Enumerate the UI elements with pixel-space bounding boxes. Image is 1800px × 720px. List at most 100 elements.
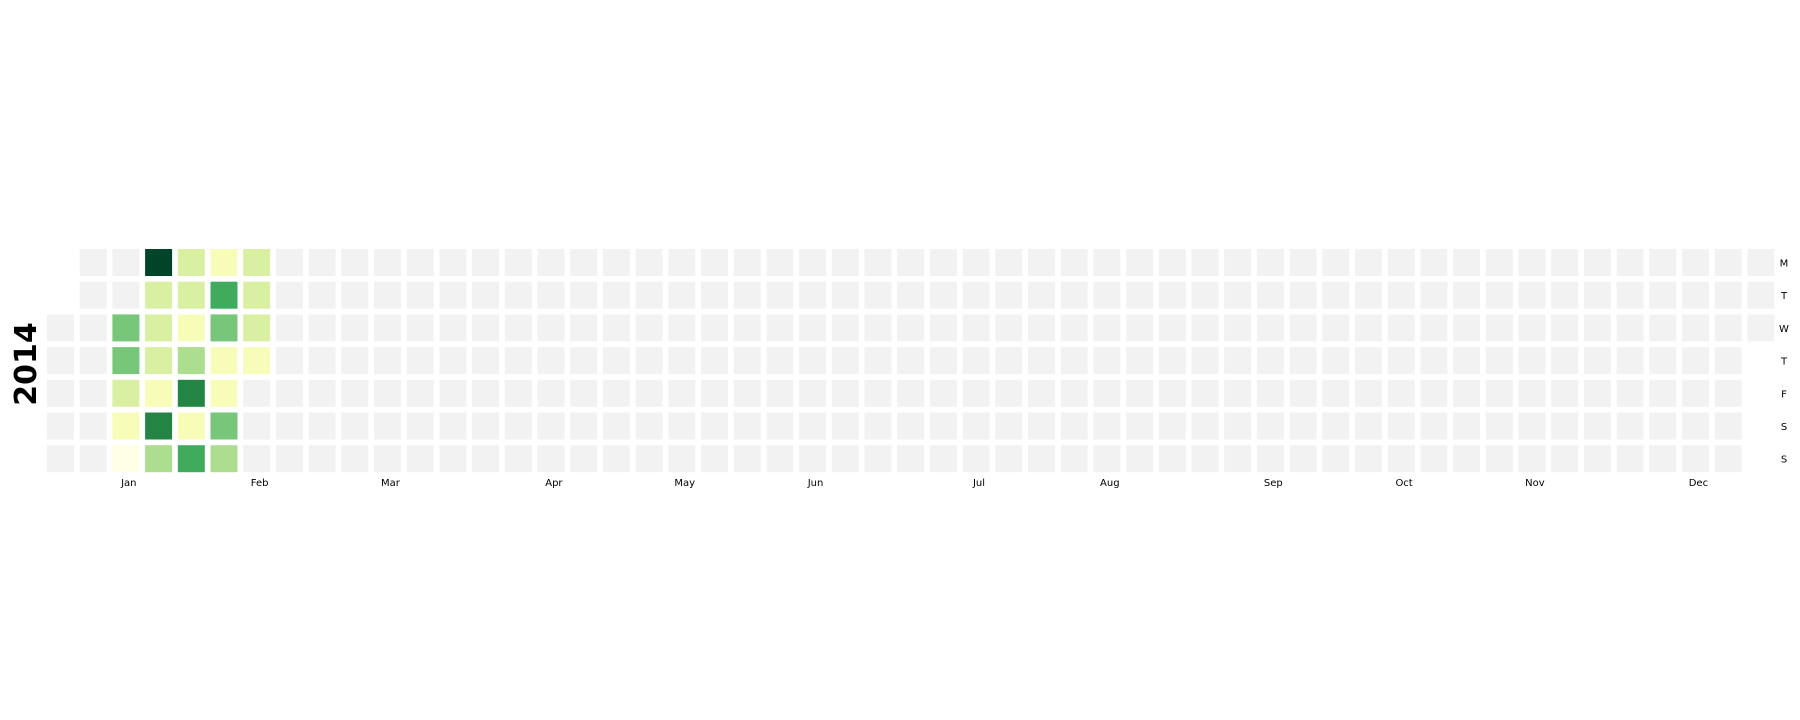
- heatmap-cell: [210, 412, 238, 440]
- heatmap-cell: [929, 314, 957, 342]
- heatmap-cell: [1158, 314, 1186, 342]
- heatmap-cell: [799, 314, 827, 342]
- heatmap-cell: [831, 445, 859, 473]
- heatmap-cell: [570, 314, 598, 342]
- heatmap-cell: [1126, 445, 1154, 473]
- heatmap-cell: [439, 347, 467, 375]
- heatmap-cell: [1485, 412, 1513, 440]
- heatmap-cell: [1028, 412, 1055, 440]
- heatmap-cell: [406, 347, 434, 375]
- heatmap-cell: [570, 379, 598, 407]
- heatmap-cell: [1453, 249, 1481, 276]
- heatmap-cell: [275, 314, 303, 342]
- heatmap-cell: [1518, 249, 1546, 276]
- heatmap-cell: [962, 379, 990, 407]
- heatmap-cell: [570, 249, 598, 276]
- heatmap-cell: [962, 314, 990, 342]
- heatmap-cell: [799, 412, 827, 440]
- heatmap-cell: [929, 249, 957, 276]
- heatmap-cell: [145, 412, 173, 440]
- heatmap-cell: [537, 347, 565, 375]
- month-label: Mar: [381, 478, 401, 489]
- heatmap-cell: [1060, 412, 1088, 440]
- heatmap-cell: [1649, 379, 1677, 407]
- heatmap-cell: [210, 249, 238, 276]
- heatmap-cell: [79, 445, 107, 473]
- heatmap-cell: [733, 412, 761, 440]
- heatmap-cell: [145, 249, 173, 276]
- year-label: 2014: [9, 322, 44, 406]
- heatmap-cell: [864, 281, 892, 309]
- heatmap-cell: [1551, 379, 1579, 407]
- heatmap-cell: [1453, 314, 1481, 342]
- heatmap-cell: [1616, 445, 1644, 473]
- heatmap-cell: [1682, 445, 1709, 473]
- month-label: Sep: [1264, 478, 1283, 489]
- heatmap-cell: [1060, 249, 1088, 276]
- heatmap-cell: [1714, 445, 1742, 473]
- heatmap-cell: [1355, 249, 1382, 276]
- heatmap-cell: [701, 281, 728, 309]
- heatmap-cell: [1060, 445, 1088, 473]
- heatmap-cell: [635, 281, 663, 309]
- heatmap-cell: [210, 379, 238, 407]
- heatmap-cell: [439, 445, 467, 473]
- heatmap-cell: [1420, 249, 1448, 276]
- heatmap-cell: [1093, 281, 1121, 309]
- heatmap-cell: [177, 347, 205, 375]
- heatmap-cell: [995, 281, 1023, 309]
- heatmap-cell: [1420, 412, 1448, 440]
- heatmap-cell: [79, 249, 107, 276]
- heatmap-cell: [897, 412, 925, 440]
- heatmap-cell: [1682, 249, 1709, 276]
- heatmap-cell: [1289, 347, 1317, 375]
- heatmap-cell: [1682, 281, 1709, 309]
- heatmap-cell: [1682, 412, 1709, 440]
- heatmap-cell: [1387, 445, 1415, 473]
- heatmap-cell: [570, 281, 598, 309]
- heatmap-cell: [995, 379, 1023, 407]
- day-label: M: [1780, 259, 1789, 270]
- heatmap-cell: [668, 281, 696, 309]
- heatmap-cell: [308, 314, 336, 342]
- heatmap-cell: [635, 249, 663, 276]
- heatmap-cell: [668, 249, 696, 276]
- heatmap-cell: [1387, 412, 1415, 440]
- heatmap-cell: [1126, 379, 1154, 407]
- heatmap-cell: [1387, 314, 1415, 342]
- heatmap-cell: [1387, 347, 1415, 375]
- heatmap-cell: [275, 445, 303, 473]
- heatmap-cell: [766, 347, 794, 375]
- heatmap-cell: [243, 249, 271, 276]
- heatmap-cell: [1355, 314, 1382, 342]
- heatmap-cell: [1158, 445, 1186, 473]
- heatmap-cell: [799, 249, 827, 276]
- heatmap-cell: [1616, 379, 1644, 407]
- heatmap-cell: [962, 347, 990, 375]
- heatmap-cell: [766, 445, 794, 473]
- heatmap-cell: [1028, 445, 1055, 473]
- heatmap-cell: [112, 412, 140, 440]
- heatmap-cell: [962, 281, 990, 309]
- month-label: Feb: [251, 478, 269, 489]
- heatmap-cell: [1126, 412, 1154, 440]
- heatmap-cell: [1485, 347, 1513, 375]
- heatmap-cell: [1256, 249, 1284, 276]
- heatmap-cell: [308, 445, 336, 473]
- heatmap-cell: [308, 249, 336, 276]
- heatmap-cell: [1649, 249, 1677, 276]
- heatmap-cell: [275, 379, 303, 407]
- heatmap-cell: [1126, 281, 1154, 309]
- heatmap-cell: [439, 281, 467, 309]
- heatmap-cell: [962, 412, 990, 440]
- heatmap-cell: [439, 249, 467, 276]
- heatmap-cell: [635, 412, 663, 440]
- heatmap-cell: [1551, 445, 1579, 473]
- heatmap-cell: [733, 379, 761, 407]
- heatmap-cell: [701, 347, 728, 375]
- heatmap-cell: [733, 347, 761, 375]
- heatmap-cell: [766, 249, 794, 276]
- heatmap-cell: [47, 445, 74, 473]
- heatmap-cell: [1191, 249, 1219, 276]
- heatmap-cell: [472, 379, 500, 407]
